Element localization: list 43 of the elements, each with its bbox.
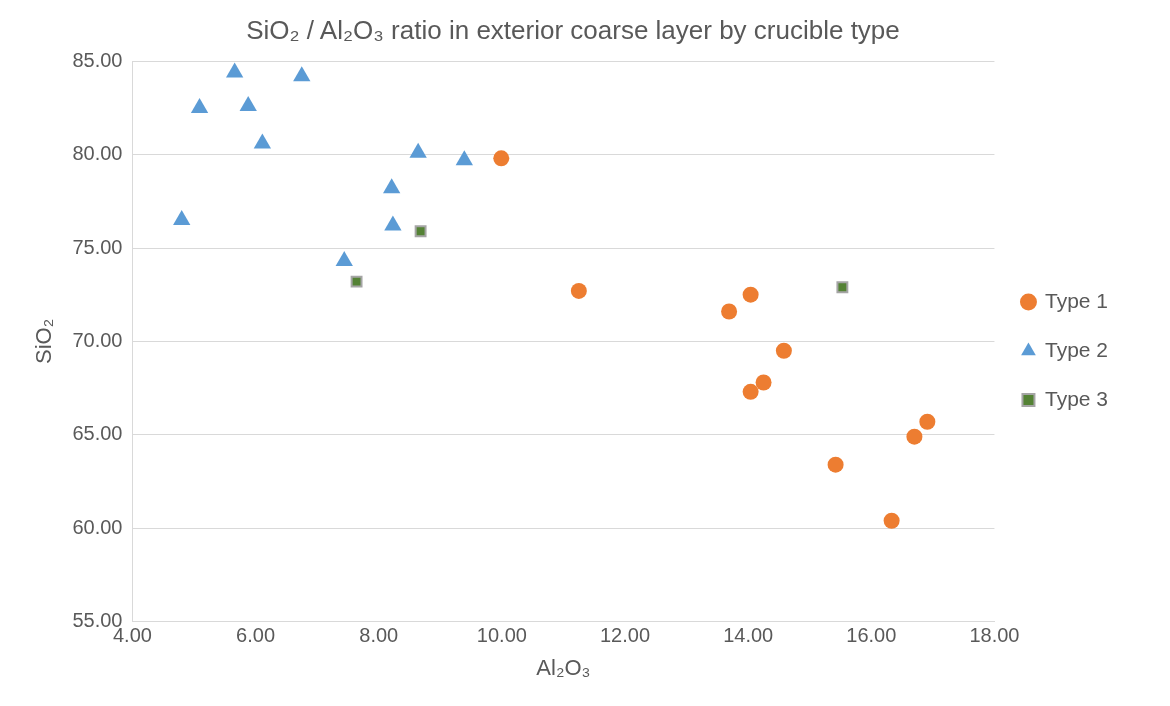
point [253, 133, 272, 149]
point [836, 281, 849, 294]
point [775, 342, 792, 359]
point [293, 66, 311, 82]
point [570, 282, 587, 299]
x-tick-label: 18.00 [969, 624, 1020, 647]
x-tick-label: 8.00 [359, 624, 399, 647]
point [755, 374, 772, 391]
legend-label: Type 1 [1044, 288, 1109, 312]
legend-label: Type 2 [1044, 337, 1109, 361]
chart-title: SiO₂ / Al₂O₃ ratio in exterior coarse layer by crucible type [246, 14, 900, 45]
point [383, 178, 401, 194]
point [409, 142, 427, 158]
point [414, 225, 427, 238]
y-tick-label: 85.00 [72, 48, 123, 71]
y-tick-label: 70.00 [72, 328, 123, 351]
point [883, 512, 900, 529]
point [906, 428, 923, 445]
point [335, 251, 353, 267]
y-tick-label: 75.00 [72, 235, 123, 258]
x-tick-label: 16.00 [846, 624, 897, 647]
point [190, 97, 209, 113]
point [173, 209, 191, 225]
legend-label: Type 3 [1044, 386, 1109, 410]
point [827, 456, 844, 473]
point [721, 303, 738, 320]
x-tick-label: 10.00 [476, 624, 527, 647]
y-tick-label: 60.00 [72, 515, 123, 538]
point [742, 383, 759, 400]
point [742, 286, 759, 303]
point [919, 413, 936, 430]
y-tick-label: 80.00 [72, 142, 123, 165]
x-tick-label: 6.00 [236, 624, 276, 647]
x-axis-title: Al₂O₃ [536, 654, 591, 680]
x-tick-label: 14.00 [723, 624, 774, 647]
point [239, 96, 257, 112]
point [350, 275, 363, 288]
y-tick-label: 65.00 [72, 422, 123, 445]
x-tick-label: 12.00 [599, 624, 651, 647]
y-axis-title: SiO₂ [31, 318, 57, 365]
point [455, 150, 473, 166]
point [226, 62, 244, 78]
point [384, 215, 402, 231]
